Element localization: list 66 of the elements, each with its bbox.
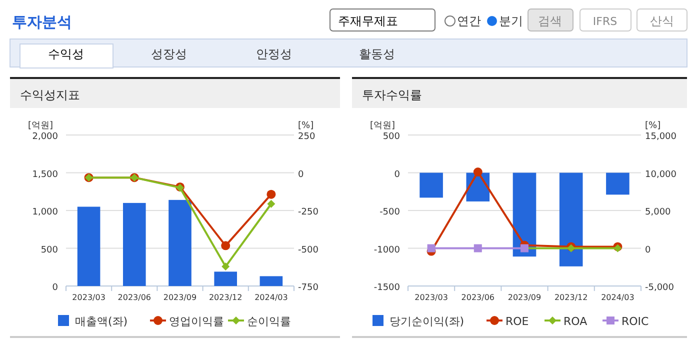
text: 분기: [499, 14, 523, 28]
y-tick-label: 0: [394, 170, 400, 180]
y2-axis-title: [%]: [298, 121, 314, 131]
y-tick-label: 0: [52, 283, 58, 293]
legend-label: ROIC: [622, 315, 650, 328]
x-tick-label: 2023/09: [508, 293, 542, 302]
legend-label: 순이익률: [247, 315, 291, 328]
x-tick-label: 2023/09: [163, 293, 197, 302]
x-tick-label: 2023/03: [72, 293, 106, 302]
x-tick-label: 2024/03: [601, 293, 634, 302]
text: IFRS: [592, 15, 618, 28]
point: [267, 200, 276, 208]
y-tick-label: 500: [382, 132, 400, 142]
chart-title: 투자수익률: [362, 88, 422, 102]
x-tick-label: 2023/12: [554, 293, 588, 302]
point: [473, 167, 482, 176]
text: 주재무제표: [338, 14, 398, 28]
bar: [168, 200, 192, 286]
y2-axis-title: [%]: [645, 121, 661, 131]
text: 수익성: [48, 47, 84, 61]
x-tick-label: 2024/03: [254, 293, 288, 302]
bar: [123, 202, 146, 286]
point: [474, 244, 482, 252]
y2-tick-label: 0: [298, 170, 304, 180]
y2-tick-label: 15,000: [645, 132, 677, 142]
x-tick-label: 2023/12: [208, 293, 242, 302]
chart-title: 수익성지표: [20, 88, 80, 102]
y2-tick-label: -500: [298, 245, 319, 256]
y-tick-label: -500: [380, 208, 400, 218]
point: [266, 190, 276, 199]
bar: [77, 206, 100, 286]
legend-label: 영업이익률: [169, 315, 224, 328]
y-tick-label: 1,500: [32, 170, 58, 180]
y-tick-label: 1,000: [32, 208, 58, 218]
point: [222, 262, 230, 271]
y-axis-title: [억원]: [370, 121, 396, 131]
y2-tick-label: 5,000: [645, 208, 672, 218]
y2-tick-label: 250: [298, 132, 316, 142]
text: 연간: [457, 14, 481, 28]
text: 투자분석: [12, 13, 72, 31]
x-tick-label: 2023/03: [414, 293, 448, 302]
y-tick-label: -1500: [374, 283, 400, 293]
y2-tick-label: 10,000: [645, 170, 677, 180]
y2-tick-label: 0: [645, 245, 651, 256]
legend-label: ROA: [564, 315, 588, 328]
bar: [260, 276, 283, 286]
y-axis-title: [억원]: [28, 121, 54, 131]
y-tick-label: 2,000: [32, 132, 58, 142]
y2-tick-label: -750: [298, 283, 319, 293]
text: 활동성: [359, 47, 395, 61]
legend-label: 매출액(좌): [75, 315, 128, 328]
y-tick-label: 500: [40, 245, 58, 256]
text: 안정성: [256, 47, 292, 61]
legend-label: ROE: [506, 315, 529, 328]
y-tick-label: -1000: [374, 245, 400, 256]
legend-label: 당기순이익(좌): [390, 315, 464, 328]
y2-tick-label: -5,000: [645, 283, 674, 293]
x-tick-label: 2023/06: [461, 293, 495, 302]
text: 검색: [538, 14, 562, 28]
y2-tick-label: -250: [298, 208, 319, 218]
text: 산식: [650, 14, 674, 28]
point: [427, 244, 436, 252]
text: 성장성: [151, 47, 187, 61]
bar: [214, 272, 237, 286]
x-tick-label: 2023/06: [118, 293, 152, 302]
point: [221, 241, 230, 250]
